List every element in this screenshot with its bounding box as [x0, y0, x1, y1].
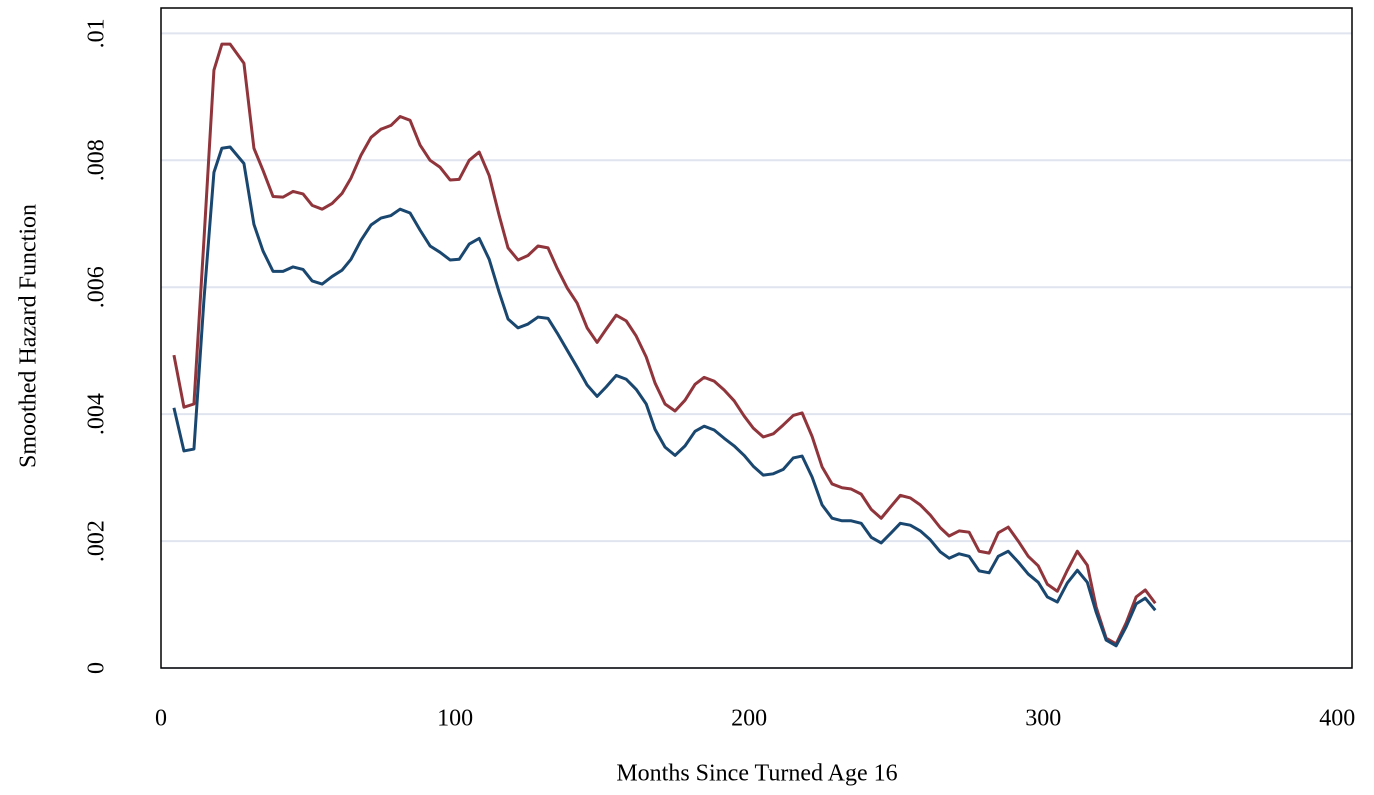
y-tick-label: .002 [84, 520, 110, 562]
x-tick-label: 0 [155, 706, 167, 732]
x-tick-label: 100 [437, 706, 473, 732]
y-tick-label: .01 [84, 18, 110, 48]
x-axis-title: Months Since Turned Age 16 [616, 761, 897, 787]
x-tick-label: 400 [1319, 706, 1355, 732]
series-line [172, 145, 1157, 648]
y-tick-label: .004 [84, 393, 110, 435]
y-tick-label: 0 [84, 662, 110, 674]
series-line [172, 42, 1157, 646]
x-tick-label: 300 [1025, 706, 1061, 732]
plot-frame [160, 7, 1353, 669]
y-axis-title: Smoothed Hazard Function [16, 204, 42, 468]
x-tick-label: 200 [731, 706, 767, 732]
y-tick-label: .008 [84, 139, 110, 181]
y-tick-label: .006 [84, 266, 110, 308]
